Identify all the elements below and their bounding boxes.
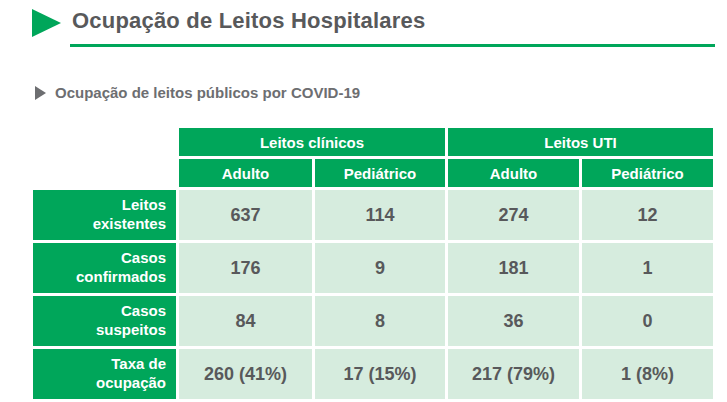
group-header-leitos-clinicos: Leitos clínicos — [179, 128, 445, 156]
column-header-adulto-uti: Adulto — [448, 159, 579, 187]
row-header-casos-suspeitos: Casos suspeitos — [33, 296, 176, 346]
page-title: Ocupação de Leitos Hospitalares — [72, 8, 425, 34]
table-corner-spacer — [33, 128, 176, 187]
section-subtitle: Ocupação de leitos públicos por COVID-19 — [35, 84, 360, 101]
beds-occupancy-table: Leitos clínicos Leitos UTI Adulto Pediát… — [33, 128, 713, 399]
data-cell: 84 — [179, 296, 312, 346]
data-cell: 1 — [582, 243, 713, 293]
column-header-adulto-clinicos: Adulto — [179, 159, 312, 187]
data-cell: 1 (8%) — [582, 349, 713, 399]
report-page: Ocupação de Leitos Hospitalares Ocupação… — [0, 0, 727, 402]
data-cell: 637 — [179, 190, 312, 240]
row-header-taxa-de-ocupacao: Taxa de ocupação — [33, 349, 176, 399]
data-cell: 260 (41%) — [179, 349, 312, 399]
data-cell: 8 — [315, 296, 445, 346]
column-header-pediatrico-clinicos: Pediátrico — [315, 159, 445, 187]
subtitle-text: Ocupação de leitos públicos por COVID-19 — [55, 84, 360, 101]
title-underline — [70, 44, 715, 47]
row-header-casos-confirmados: Casos confirmados — [33, 243, 176, 293]
group-header-leitos-uti: Leitos UTI — [448, 128, 713, 156]
column-header-pediatrico-uti: Pediátrico — [582, 159, 713, 187]
data-cell: 9 — [315, 243, 445, 293]
title-arrow-icon — [32, 9, 61, 37]
subtitle-arrow-icon — [35, 86, 46, 100]
data-cell: 0 — [582, 296, 713, 346]
data-cell: 176 — [179, 243, 312, 293]
data-cell: 12 — [582, 190, 713, 240]
data-cell: 36 — [448, 296, 579, 346]
data-cell: 274 — [448, 190, 579, 240]
data-cell: 114 — [315, 190, 445, 240]
data-cell: 17 (15%) — [315, 349, 445, 399]
data-cell: 217 (79%) — [448, 349, 579, 399]
row-header-leitos-existentes: Leitos existentes — [33, 190, 176, 240]
data-cell: 181 — [448, 243, 579, 293]
